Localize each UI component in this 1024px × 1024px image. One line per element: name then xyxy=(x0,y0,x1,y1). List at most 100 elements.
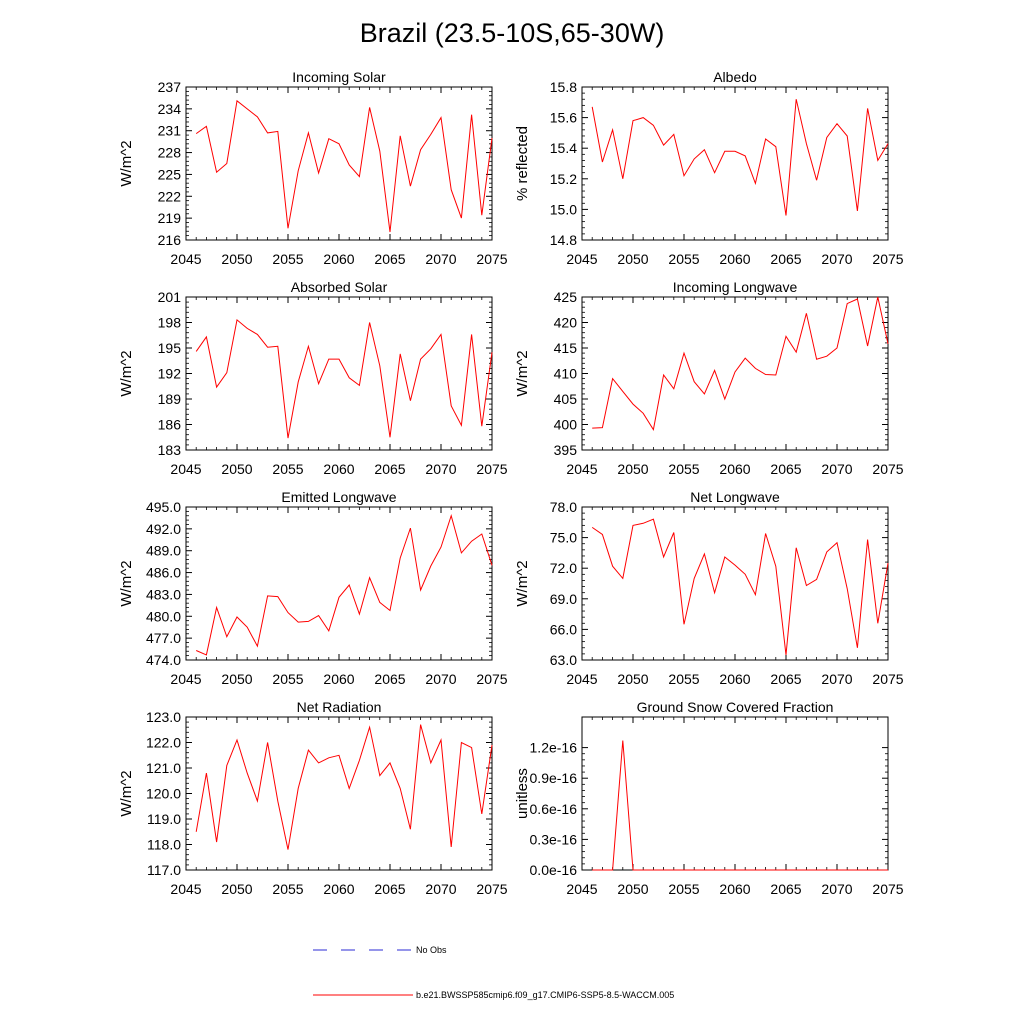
x-tick-label: 2050 xyxy=(617,251,648,267)
y-tick-label: 123.0 xyxy=(146,709,181,725)
x-tick-label: 2045 xyxy=(170,881,201,897)
y-tick-label: 195 xyxy=(158,340,182,356)
x-tick-label: 2065 xyxy=(374,461,405,477)
y-tick-label: 400 xyxy=(554,417,578,433)
y-tick-label: 405 xyxy=(554,391,578,407)
y-tick-label: 237 xyxy=(158,79,182,95)
legend: No Obs b.e21.BWSSP585cmip6.f09_g17.CMIP6… xyxy=(313,945,674,1000)
y-axis-label: % reflected xyxy=(514,126,531,201)
x-tick-label: 2050 xyxy=(617,671,648,687)
panel-3: Absorbed Solar 2045 2050 2055 2060 2065 2070 20… xyxy=(118,279,508,477)
y-axis-label: W/m^2 xyxy=(118,560,135,606)
x-tick-label: 2055 xyxy=(668,881,699,897)
panel-title: Ground Snow Covered Fraction xyxy=(637,699,834,715)
x-tick-label: 2055 xyxy=(668,461,699,477)
x-tick-label: 2050 xyxy=(221,251,252,267)
panel-title: Net Radiation xyxy=(297,699,382,715)
x-tick-label: 2050 xyxy=(221,881,252,897)
x-tick-label: 2075 xyxy=(872,251,903,267)
legend-model-label: b.e21.BWSSP585cmip6.f09_g17.CMIP6-SSP5-8… xyxy=(416,990,674,1000)
x-tick-label: 2045 xyxy=(566,881,597,897)
x-tick-label: 2045 xyxy=(566,671,597,687)
x-tick-label: 2060 xyxy=(323,461,354,477)
x-tick-label: 2075 xyxy=(476,461,507,477)
y-tick-label: 492.0 xyxy=(146,521,181,537)
y-tick-label: 78.0 xyxy=(550,499,577,515)
y-tick-label: 495.0 xyxy=(146,499,181,515)
x-tick-label: 2070 xyxy=(821,461,852,477)
x-tick-label: 2070 xyxy=(425,251,456,267)
x-tick-label: 2075 xyxy=(476,881,507,897)
panel-title: Incoming Longwave xyxy=(673,279,798,295)
y-tick-label: 15.2 xyxy=(550,171,577,187)
series-line-1 xyxy=(196,513,493,656)
plot-frame xyxy=(185,86,493,241)
x-tick-label: 2045 xyxy=(566,461,597,477)
y-tick-label: 192 xyxy=(158,366,182,382)
x-tick-label: 2060 xyxy=(719,251,750,267)
x-tick-label: 2065 xyxy=(770,251,801,267)
y-tick-label: 15.0 xyxy=(550,201,577,217)
x-tick-label: 2065 xyxy=(770,671,801,687)
x-tick-label: 2065 xyxy=(374,671,405,687)
y-tick-label: 477.0 xyxy=(146,630,181,646)
y-axis-label: W/m^2 xyxy=(118,140,135,186)
y-tick-label: 189 xyxy=(158,391,182,407)
x-tick-label: 2050 xyxy=(617,881,648,897)
x-tick-label: 2075 xyxy=(476,671,507,687)
x-tick-label: 2055 xyxy=(272,461,303,477)
x-tick-label: 2050 xyxy=(617,461,648,477)
panel-2: Albedo 2045 2050 2055 2060 2065 2070 2075 14.8 15… xyxy=(514,69,904,267)
panel-title: Absorbed Solar xyxy=(291,279,388,295)
y-tick-label: 231 xyxy=(158,123,182,139)
y-tick-label: 121.0 xyxy=(146,760,181,776)
y-tick-label: 0.6e-16 xyxy=(530,801,578,817)
panel-title: Albedo xyxy=(713,69,757,85)
series-line-1 xyxy=(195,99,493,233)
y-tick-label: 228 xyxy=(158,145,182,161)
x-tick-label: 2055 xyxy=(668,671,699,687)
y-tick-label: 225 xyxy=(158,166,182,182)
y-tick-label: 489.0 xyxy=(146,543,181,559)
series-line-1 xyxy=(591,99,889,216)
panel-title: Incoming Solar xyxy=(292,69,386,85)
x-tick-label: 2070 xyxy=(821,881,852,897)
x-tick-label: 2070 xyxy=(425,881,456,897)
x-tick-label: 2050 xyxy=(221,461,252,477)
series-line-1 xyxy=(591,518,889,655)
y-tick-label: 219 xyxy=(158,210,182,226)
plot-frame xyxy=(581,296,889,451)
series-line-1 xyxy=(195,318,493,439)
y-tick-label: 15.6 xyxy=(550,110,577,126)
y-axis-label: W/m^2 xyxy=(118,770,135,816)
x-tick-label: 2045 xyxy=(566,251,597,267)
x-tick-label: 2065 xyxy=(770,461,801,477)
y-tick-label: 420 xyxy=(554,315,578,331)
y-tick-label: 0.0e-16 xyxy=(530,862,578,878)
x-tick-label: 2070 xyxy=(821,671,852,687)
y-tick-label: 117.0 xyxy=(147,862,181,878)
panel-7: Net Radiation 2045 2050 2055 2060 2065 2070 207… xyxy=(118,699,508,897)
y-tick-label: 0.9e-16 xyxy=(530,770,578,786)
x-tick-label: 2045 xyxy=(170,671,201,687)
x-tick-label: 2055 xyxy=(668,251,699,267)
x-tick-label: 2075 xyxy=(872,881,903,897)
plot-frame xyxy=(581,506,889,661)
y-tick-label: 425 xyxy=(554,289,578,305)
panel-5: Emitted Longwave 2045 2050 2055 2060 2065 2070… xyxy=(118,489,508,687)
y-tick-label: 14.8 xyxy=(550,232,577,248)
y-tick-label: 480.0 xyxy=(146,608,181,624)
x-tick-label: 2070 xyxy=(425,671,456,687)
legend-obs-label: No Obs xyxy=(416,945,447,955)
y-tick-label: 119.0 xyxy=(147,811,181,827)
y-tick-label: 183 xyxy=(158,442,182,458)
x-tick-label: 2055 xyxy=(272,251,303,267)
x-tick-label: 2060 xyxy=(719,461,750,477)
y-axis-label: unitless xyxy=(514,768,531,819)
y-tick-label: 66.0 xyxy=(550,621,577,637)
y-tick-label: 120.0 xyxy=(146,786,181,802)
x-tick-label: 2045 xyxy=(170,251,201,267)
x-tick-label: 2055 xyxy=(272,881,303,897)
x-tick-label: 2070 xyxy=(425,461,456,477)
